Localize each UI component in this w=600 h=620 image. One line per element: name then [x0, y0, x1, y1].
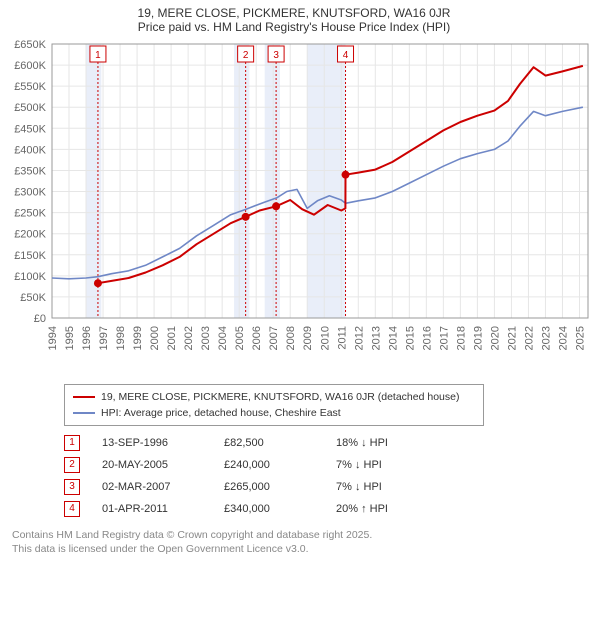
- legend-row: 19, MERE CLOSE, PICKMERE, KNUTSFORD, WA1…: [73, 389, 475, 405]
- svg-text:2014: 2014: [387, 326, 399, 350]
- svg-text:2005: 2005: [234, 326, 246, 350]
- svg-text:£0: £0: [34, 313, 46, 325]
- svg-text:2023: 2023: [540, 326, 552, 350]
- svg-text:£500K: £500K: [14, 102, 46, 114]
- event-badge: 4: [64, 501, 80, 517]
- svg-text:£350K: £350K: [14, 165, 46, 177]
- svg-text:2021: 2021: [506, 326, 518, 350]
- svg-text:2024: 2024: [557, 326, 569, 350]
- svg-text:£600K: £600K: [14, 60, 46, 72]
- svg-text:2018: 2018: [455, 326, 467, 350]
- svg-text:£450K: £450K: [14, 123, 46, 135]
- svg-text:£50K: £50K: [20, 292, 46, 304]
- svg-text:2000: 2000: [149, 326, 161, 350]
- event-row: 4 01-APR-2011 £340,000 20% ↑ HPI: [64, 498, 588, 520]
- event-row: 1 13-SEP-1996 £82,500 18% ↓ HPI: [64, 432, 588, 454]
- svg-text:2019: 2019: [472, 326, 484, 350]
- svg-text:2006: 2006: [251, 326, 263, 350]
- svg-text:2008: 2008: [285, 326, 297, 350]
- legend-swatch: [73, 412, 95, 414]
- event-pct: 7% ↓ HPI: [336, 476, 456, 498]
- svg-text:£200K: £200K: [14, 229, 46, 241]
- svg-text:£250K: £250K: [14, 208, 46, 220]
- legend-label: HPI: Average price, detached house, Ches…: [101, 405, 341, 421]
- svg-text:2011: 2011: [336, 326, 348, 350]
- event-price: £82,500: [224, 432, 314, 454]
- legend-row: HPI: Average price, detached house, Ches…: [73, 405, 475, 421]
- event-price: £265,000: [224, 476, 314, 498]
- event-table: 1 13-SEP-1996 £82,500 18% ↓ HPI 2 20-MAY-2005…: [64, 432, 588, 520]
- event-pct: 18% ↓ HPI: [336, 432, 456, 454]
- event-badge: 1: [64, 435, 80, 451]
- svg-text:£150K: £150K: [14, 250, 46, 262]
- event-row: 2 20-MAY-2005 £240,000 7% ↓ HPI: [64, 454, 588, 476]
- svg-text:2001: 2001: [166, 326, 178, 350]
- event-badge: 3: [64, 479, 80, 495]
- svg-text:2004: 2004: [217, 326, 229, 350]
- svg-text:2010: 2010: [319, 326, 331, 350]
- legend-swatch: [73, 396, 95, 398]
- price-chart: £0 £50K £100K £150K £200K £250K £300K £350K £400…: [0, 38, 588, 378]
- event-pct: 20% ↑ HPI: [336, 498, 456, 520]
- svg-text:2025: 2025: [574, 326, 586, 350]
- event-date: 20-MAY-2005: [102, 454, 202, 476]
- event-date: 02-MAR-2007: [102, 476, 202, 498]
- svg-text:2016: 2016: [421, 326, 433, 350]
- svg-text:2012: 2012: [353, 326, 365, 350]
- svg-text:1: 1: [95, 50, 101, 61]
- svg-text:£400K: £400K: [14, 144, 46, 156]
- event-pct: 7% ↓ HPI: [336, 454, 456, 476]
- svg-text:1995: 1995: [64, 326, 76, 350]
- svg-text:1994: 1994: [47, 326, 59, 350]
- svg-text:2: 2: [243, 50, 249, 61]
- svg-text:3: 3: [273, 50, 279, 61]
- svg-text:£300K: £300K: [14, 187, 46, 199]
- event-date: 13-SEP-1996: [102, 432, 202, 454]
- event-price: £240,000: [224, 454, 314, 476]
- svg-text:2013: 2013: [370, 326, 382, 350]
- footer-attribution: Contains HM Land Registry data © Crown c…: [12, 528, 588, 556]
- svg-text:1996: 1996: [81, 326, 93, 350]
- svg-text:2020: 2020: [489, 326, 501, 350]
- event-price: £340,000: [224, 498, 314, 520]
- footer-line-1: Contains HM Land Registry data © Crown c…: [12, 529, 372, 541]
- svg-text:1998: 1998: [115, 326, 127, 350]
- svg-text:2003: 2003: [200, 326, 212, 350]
- svg-text:2007: 2007: [268, 326, 280, 350]
- legend: 19, MERE CLOSE, PICKMERE, KNUTSFORD, WA1…: [64, 384, 484, 426]
- footer-line-2: This data is licensed under the Open Gov…: [12, 543, 309, 555]
- event-badge: 2: [64, 457, 80, 473]
- svg-text:1997: 1997: [98, 326, 110, 350]
- chart-title-2: Price paid vs. HM Land Registry's House …: [0, 20, 588, 34]
- event-row: 3 02-MAR-2007 £265,000 7% ↓ HPI: [64, 476, 588, 498]
- svg-text:2009: 2009: [302, 326, 314, 350]
- svg-text:£100K: £100K: [14, 271, 46, 283]
- event-date: 01-APR-2011: [102, 498, 202, 520]
- svg-text:2015: 2015: [404, 326, 416, 350]
- svg-text:1999: 1999: [132, 326, 144, 350]
- svg-text:2022: 2022: [523, 326, 535, 350]
- svg-text:2017: 2017: [438, 326, 450, 350]
- chart-title-1: 19, MERE CLOSE, PICKMERE, KNUTSFORD, WA1…: [0, 6, 588, 20]
- svg-text:2002: 2002: [183, 326, 195, 350]
- svg-text:£650K: £650K: [14, 39, 46, 51]
- svg-text:£550K: £550K: [14, 81, 46, 93]
- legend-label: 19, MERE CLOSE, PICKMERE, KNUTSFORD, WA1…: [101, 389, 459, 405]
- svg-text:4: 4: [343, 50, 349, 61]
